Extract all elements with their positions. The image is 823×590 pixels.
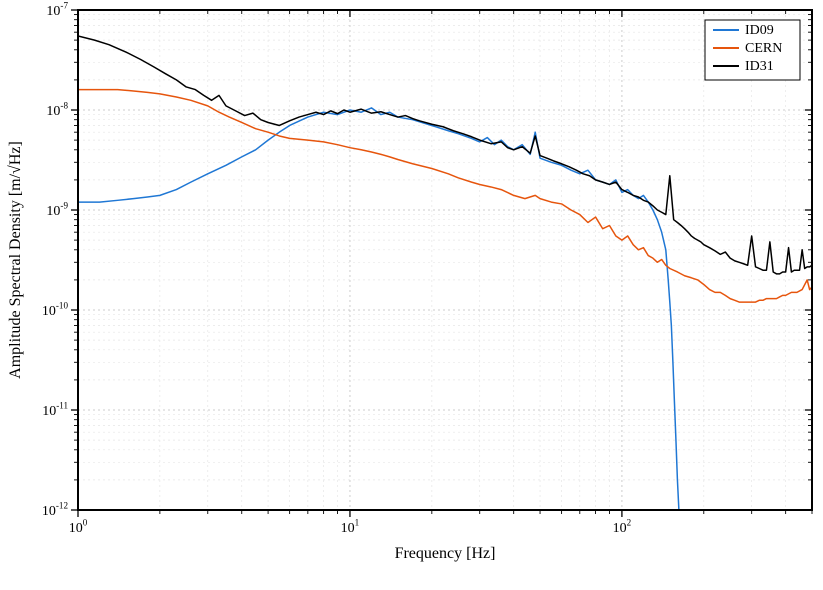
svg-text:Amplitude Spectral Density [m/: Amplitude Spectral Density [m/√Hz] [7, 141, 24, 379]
asd-chart: 100 101 102 10-12 10-11 10-10 10-9 10-8 10-7 Freq… [0, 0, 823, 590]
svg-text:101: 101 [341, 518, 360, 536]
svg-text:10-9: 10-9 [46, 201, 68, 219]
svg-text:10-12: 10-12 [42, 501, 69, 519]
svg-text:102: 102 [613, 518, 632, 536]
svg-text:10-11: 10-11 [42, 401, 68, 419]
svg-text:100: 100 [69, 518, 88, 536]
svg-text:CERN: CERN [745, 41, 782, 56]
svg-text:ID09: ID09 [745, 23, 774, 38]
svg-text:10-10: 10-10 [42, 301, 69, 319]
svg-text:Frequency [Hz]: Frequency [Hz] [395, 545, 496, 562]
svg-text:ID31: ID31 [745, 59, 774, 74]
svg-text:10-8: 10-8 [46, 101, 68, 119]
svg-text:10-7: 10-7 [46, 1, 68, 19]
